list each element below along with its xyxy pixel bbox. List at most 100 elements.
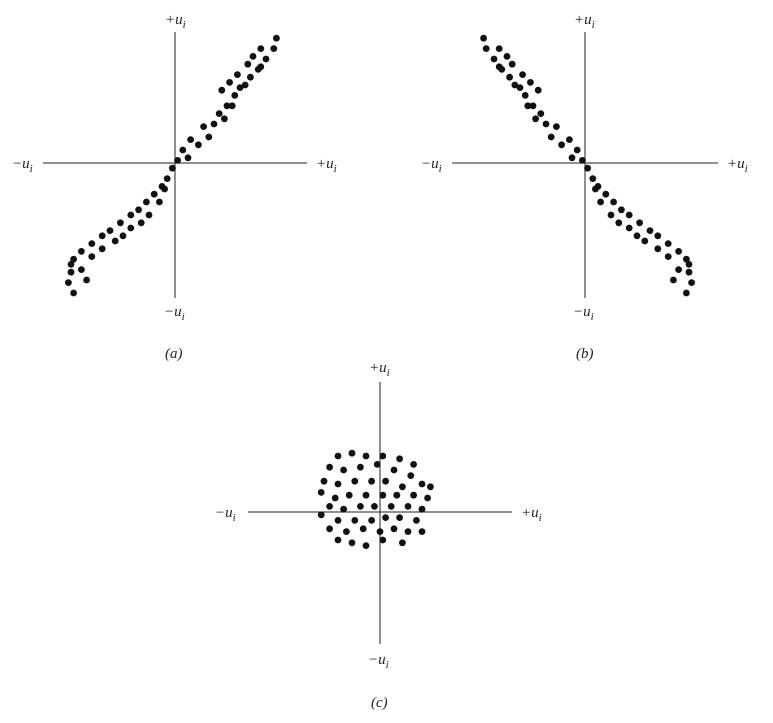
panel-c-point	[317, 511, 325, 519]
panel-b-point	[527, 79, 534, 86]
panel-b-point	[566, 136, 573, 144]
panel-c-label-bottom: −ui	[368, 652, 389, 671]
panel-a-point	[195, 141, 202, 149]
panel-a-point	[210, 120, 218, 128]
panel-c-label-top: +ui	[369, 360, 390, 379]
panel-c-point	[334, 480, 342, 488]
panel-c-point	[393, 491, 401, 499]
panel-b-point	[633, 232, 641, 240]
panel-a-point	[234, 71, 241, 78]
panel-a-point	[127, 224, 135, 232]
panel-b-point	[490, 55, 498, 63]
panel-b-point	[519, 71, 526, 78]
panel-b-point	[532, 115, 539, 123]
panel-a-point	[70, 289, 77, 297]
panel-a-point	[231, 92, 239, 99]
panel-c-point	[373, 461, 381, 468]
panel-a-point	[270, 45, 278, 52]
panel-c-point	[379, 536, 387, 544]
panel-b-point	[636, 219, 643, 227]
panel-b-point	[675, 266, 682, 273]
panel-a-label-left: −ui	[12, 156, 33, 175]
panel-a-point	[65, 279, 72, 286]
panel-b-point	[553, 123, 560, 130]
panel-b-point	[516, 84, 524, 91]
panel-a-point	[249, 53, 257, 60]
panel-c-point	[396, 514, 403, 521]
panel-c-point	[331, 494, 339, 502]
panel-c-point	[418, 480, 426, 488]
panel-c-point	[379, 452, 387, 460]
panel-b-point	[607, 211, 615, 219]
panel-c-point	[396, 455, 403, 463]
panel-a-point	[137, 219, 145, 227]
panel-b-point	[547, 133, 555, 141]
panel-c-point	[340, 505, 347, 513]
panel-b-point	[579, 157, 586, 164]
panel-b-point	[610, 198, 617, 206]
panel-c-point	[413, 517, 420, 524]
panel-b-point	[495, 45, 503, 52]
panel-b-point	[615, 219, 623, 227]
panel-b-point	[506, 73, 513, 81]
panel-a-point	[119, 232, 127, 240]
panel-a-point	[88, 240, 96, 248]
panel-a-point	[83, 276, 90, 284]
panel-c-label-left: −ui	[215, 505, 236, 524]
panel-c-point	[317, 489, 325, 496]
panel-a-point	[226, 79, 234, 86]
panel-b-point	[589, 175, 597, 183]
panel-c-point	[348, 539, 356, 547]
panel-a-point	[200, 123, 208, 130]
panel-a-point	[244, 60, 252, 68]
panel-b-point	[558, 141, 565, 149]
panel-c-point	[404, 503, 412, 510]
panel-c-point	[376, 528, 384, 535]
panel-a-point	[205, 133, 213, 141]
panel-b-point	[654, 245, 662, 253]
panel-a-point	[236, 84, 244, 91]
panel-c-point	[371, 503, 378, 510]
panel-a-point	[215, 110, 223, 117]
panel-a: +ui −ui −ui +ui (a)	[12, 12, 337, 362]
panel-a-point	[78, 248, 85, 255]
panel-c-point	[399, 483, 406, 491]
panel-c-point	[382, 514, 389, 521]
panel-a-label-bottom: −ui	[164, 304, 185, 323]
panel-a-point	[262, 55, 270, 63]
panel-c-point	[348, 449, 356, 457]
panel-b-point	[688, 279, 695, 286]
panel-c-point	[407, 472, 415, 479]
panel-b-point	[654, 232, 662, 240]
panel-c-point	[351, 517, 359, 524]
panel-b-point	[646, 227, 654, 235]
panel-c-point	[357, 503, 364, 510]
panel-a-point	[98, 245, 106, 253]
panel-b-point	[685, 268, 693, 276]
panel-a-point	[218, 86, 226, 94]
panel-c-point	[359, 525, 367, 533]
panel-b-point	[482, 45, 490, 52]
panel-c-point	[404, 528, 412, 535]
panel-b-point	[664, 253, 672, 260]
panel-a-point	[117, 219, 124, 227]
panel-a-point	[247, 73, 254, 81]
panel-a-point	[174, 157, 182, 164]
panel-c-point	[345, 491, 353, 499]
panel-b-point	[670, 276, 677, 284]
panel-a-point	[228, 102, 236, 110]
panel-c-caption: (c)	[371, 695, 388, 711]
panel-c-point	[326, 525, 333, 533]
panel-a-label-top: +ui	[165, 12, 186, 31]
panel-a-point	[70, 255, 77, 263]
panel-b-point	[568, 154, 576, 162]
panel-a-point	[150, 190, 158, 198]
panel-b-point	[625, 211, 633, 219]
panel-b-points	[480, 34, 695, 297]
panel-b-point	[573, 146, 581, 154]
panel-b-point	[508, 60, 516, 68]
panel-c-point	[357, 463, 364, 471]
panel-c-point	[410, 491, 417, 499]
panel-c-point	[334, 536, 342, 544]
